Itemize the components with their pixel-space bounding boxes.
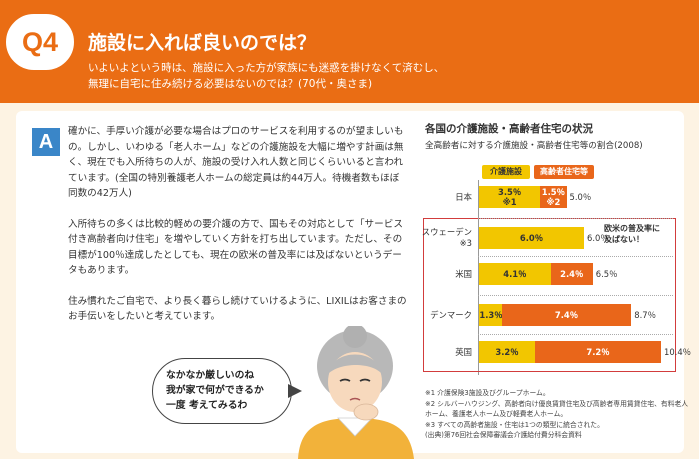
lady-hand [353, 403, 379, 421]
bar-facility [479, 227, 584, 249]
bar-total-label: 6.0％ [587, 233, 609, 243]
bar-housing [535, 341, 661, 363]
chart-axis [478, 180, 479, 375]
lady-left-eye [339, 378, 351, 382]
bar-label-housing: 7.4％ [554, 310, 579, 320]
category-label: スウェーデン ※3 [421, 227, 472, 248]
lady-face [328, 352, 382, 412]
answer-paragraph-2: 入所待ちの多くは比較的軽めの要介護の方で、国もその対応として「サービス付き高齢者… [68, 218, 403, 277]
category-label: 日本 [455, 191, 472, 202]
footnote-4: (出典)第76回社会保障審議会介護給付費分科会資料 [425, 431, 582, 440]
legend-facility: 介護施設 [482, 165, 530, 179]
question-subtitle-line1: いよいよという時は、施設に入った方が家族にも迷惑を掛けなくて済むし、 [88, 62, 445, 74]
bar-total-label: 10.4％ [664, 347, 692, 357]
bar-label-housing: 2.4％ [560, 269, 584, 279]
footnote-1: ※1 介護保険3施設及びグループホーム。 [425, 389, 550, 397]
answer-text: 確かに、手厚い介護が必要な場合はプロのサービスを利用するのが望ましいもの。しかし… [68, 124, 408, 340]
elderly-woman-illustration [298, 326, 414, 459]
bar-housing [540, 186, 567, 208]
lady-mouth [349, 397, 361, 401]
bar-total-label: 5.0％ [569, 192, 592, 202]
footnote-2: ※2 シルバーハウジング、高齢者向け優良賃貸住宅及び高齢者専用賃貸住宅、有料老人… [425, 399, 689, 419]
row-separator [478, 333, 673, 335]
question-badge: Q4 [6, 14, 74, 70]
bar-label-facility: 3.2％ [495, 347, 519, 357]
row-separator [478, 217, 673, 219]
lady-right-eye [359, 378, 371, 382]
answer-paragraph-1: 確かに、手厚い介護が必要な場合はプロのサービスを利用するのが望ましいもの。しかし… [68, 126, 404, 199]
bar-facility [479, 263, 551, 285]
western-countries-highlight [423, 218, 676, 372]
question-subtitle-line2: 無理に自宅に住み続ける必要はないのでは？(70代・奥さま) [88, 78, 373, 90]
answer-paragraph-3: 住み慣れたご自宅で、より長く暮らし続けていけるように、LIXILはお客さまのお手… [68, 295, 407, 323]
speech-bubble-tail [288, 384, 302, 398]
bar-housing [550, 263, 593, 285]
answer-badge: A [32, 128, 60, 156]
footnote-3: ※3 すべての高齢者施設・住宅は1つの類型に統合された。 [425, 420, 604, 429]
bar-total-label: 8.7％ [634, 310, 656, 320]
lady-body [298, 418, 414, 459]
question-badge-label: Q4 [21, 26, 59, 57]
chart-footnotes: ※1 介護保険3施設及びグループホーム。 ※2 シルバーハウジング、高齢者向け優… [425, 388, 693, 441]
chart-subtitle: 全高齢者に対する介護施設・高齢者住宅等の割合(2008) [425, 141, 643, 151]
lady-fringe [328, 354, 382, 374]
speech-line-2: 我が家で何ができるか [166, 385, 264, 396]
bar-label-housing: 7.2％ [586, 347, 610, 357]
bar-facility [479, 304, 502, 326]
category-label: デンマーク [430, 309, 472, 320]
speech-line-1: なかなか厳しいのね [166, 370, 255, 381]
bar-total-label: 6.5％ [595, 269, 618, 279]
speech-line-3: 一度 考えてみるわ [166, 400, 248, 411]
category-label: 英国 [455, 346, 472, 357]
lady-hair-bun [343, 326, 367, 348]
bar-label-facility: 1.3％ [479, 310, 503, 320]
bar-housing [501, 304, 632, 326]
row-separator [478, 294, 673, 296]
bar-label-facility: 3.5％ ※1 [498, 187, 522, 207]
category-label: 米国 [455, 268, 472, 279]
legend-housing: 高齢者住宅等 [534, 165, 594, 179]
question-subtitle: いよいよという時は、施設に入った方が家族にも迷惑を掛けなくて済むし、 無理に自宅… [88, 60, 444, 92]
speech-bubble-text: なかなか厳しいのね 我が家で何ができるか 一度 考えてみるわ [166, 368, 264, 413]
lady-collar [337, 417, 373, 437]
bar-label-facility: 6.0％ [519, 233, 544, 243]
question-title: 施設に入れば良いのでは？ [88, 32, 317, 54]
question-header [0, 0, 699, 103]
bar-facility [479, 341, 535, 363]
bar-label-housing: 1.5％ ※2 [541, 187, 565, 207]
chart-title: 各国の介護施設・高齢者住宅の状況 [425, 123, 593, 135]
bar-label-facility: 4.1％ [503, 269, 527, 279]
bar-facility [479, 186, 541, 208]
chart-annotation: 欧米の普及率に 及ばない！ [604, 224, 660, 244]
row-separator [478, 256, 673, 257]
